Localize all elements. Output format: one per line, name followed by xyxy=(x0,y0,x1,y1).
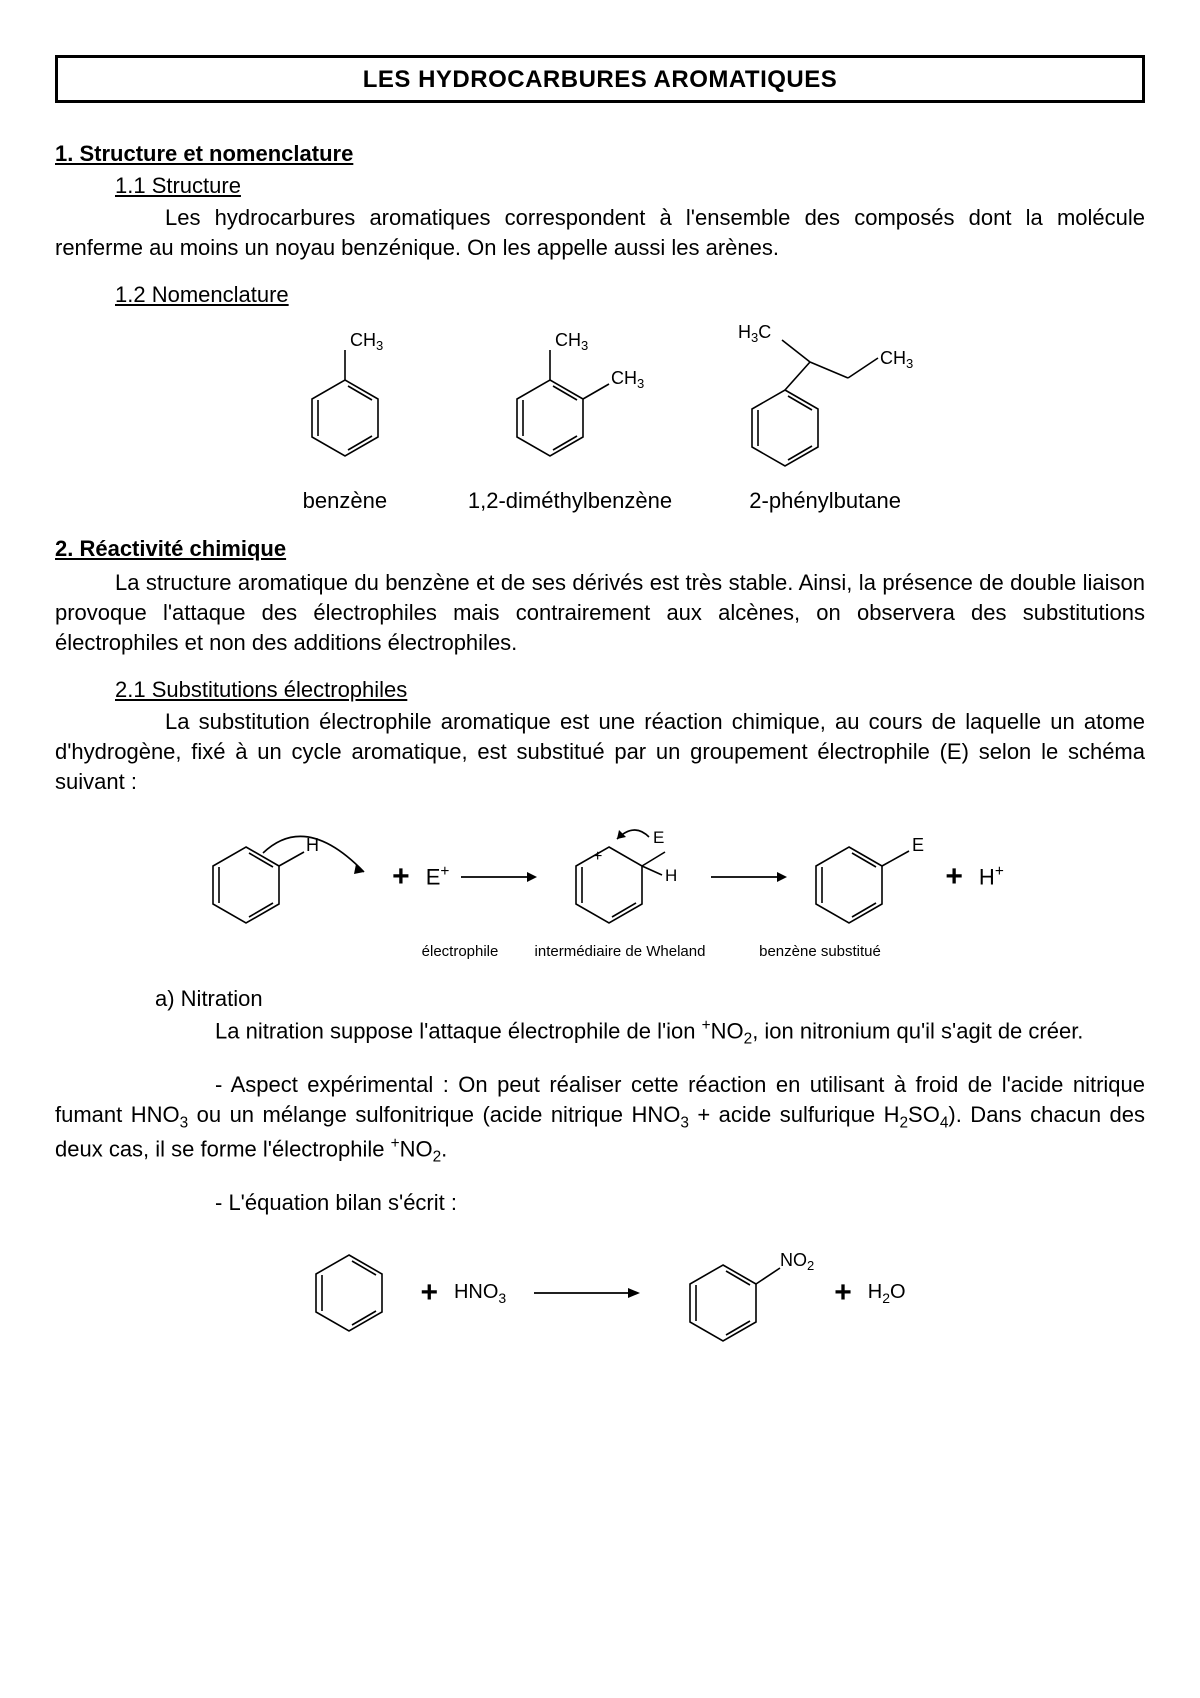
section-1-1-heading: 1.1 Structure xyxy=(115,173,1145,199)
plus-sign: + xyxy=(414,1276,444,1310)
nitration-heading: a) Nitration xyxy=(155,986,1145,1012)
label-electrophile: électrophile xyxy=(415,943,505,960)
molecule-phenylbutane: H3C CH3 2-phénylbutane xyxy=(720,318,930,514)
molecule-dimethyl: CH3 CH3 1,2-diméthylbenzène xyxy=(468,318,672,514)
svg-text:NO2: NO2 xyxy=(780,1250,814,1273)
svg-text:CH3: CH3 xyxy=(350,330,383,353)
arrow-icon xyxy=(459,867,539,887)
section-1-1-text: Les hydrocarbures aromatiques correspond… xyxy=(55,203,1145,262)
section-2-heading: 2. Réactivité chimique xyxy=(55,536,1145,562)
mechanism-scheme: H + E+ + E H xyxy=(55,817,1145,937)
mechanism-labels: électrophile intermédiaire de Wheland be… xyxy=(55,943,1145,960)
nitration-intro: La nitration suppose l'attaque électroph… xyxy=(55,1016,1145,1051)
svg-text:E: E xyxy=(653,828,664,847)
reagent-hno3: HNO3 xyxy=(454,1281,506,1306)
section-2-1-text: La substitution électrophile aromatique … xyxy=(55,707,1145,796)
molecule-benzene: CH3 benzène xyxy=(270,318,420,514)
section-1-2-heading: 1.2 Nomenclature xyxy=(115,282,1145,308)
benzene-icon xyxy=(294,1238,404,1348)
svg-text:H: H xyxy=(306,835,319,855)
plus-sign: + xyxy=(828,1276,858,1310)
section-2-intro: La structure aromatique du benzène et de… xyxy=(55,568,1145,657)
arrow-icon xyxy=(709,867,789,887)
nitration-aspect: - Aspect expérimental : On peut réaliser… xyxy=(55,1070,1145,1168)
arrow-icon xyxy=(532,1283,642,1303)
label-wheland: intermédiaire de Wheland xyxy=(525,943,715,960)
svg-text:E: E xyxy=(912,835,924,855)
nitrobenzene-icon: NO2 xyxy=(668,1238,818,1348)
proton: H+ xyxy=(979,863,1004,890)
molecule-label: 1,2-diméthylbenzène xyxy=(468,488,672,514)
svg-text:+: + xyxy=(593,848,602,865)
molecule-label: 2-phénylbutane xyxy=(749,488,901,514)
molecule-svg: H3C CH3 xyxy=(720,318,930,478)
aspect-label: - Aspect expérimental : xyxy=(215,1072,449,1097)
section-2-1-heading: 2.1 Substitutions électrophiles xyxy=(115,677,1145,703)
wheland-intermediate: + E H xyxy=(549,817,699,937)
equation-label: - L'équation bilan s'écrit : xyxy=(55,1188,1145,1218)
molecule-svg: CH3 CH3 xyxy=(475,318,665,478)
svg-text:H3C: H3C xyxy=(738,322,771,345)
nomenclature-molecules: CH3 benzène CH3 CH3 1,2-diméthylbenzène xyxy=(55,318,1145,514)
svg-text:CH3: CH3 xyxy=(611,368,644,391)
plus-sign: + xyxy=(939,860,969,894)
svg-text:H: H xyxy=(665,866,677,885)
byproduct-h2o: H2O xyxy=(868,1281,906,1306)
label-product: benzène substitué xyxy=(735,943,905,960)
svg-text:CH3: CH3 xyxy=(555,330,588,353)
plus-sign: + xyxy=(386,860,416,894)
molecule-label: benzène xyxy=(303,488,387,514)
benzene-start: H xyxy=(196,817,376,937)
molecule-svg: CH3 xyxy=(270,318,420,478)
nitration-equation: + HNO3 NO2 + H2O xyxy=(55,1238,1145,1348)
page: LES HYDROCARBURES AROMATIQUES 1. Structu… xyxy=(0,0,1200,1698)
section-1-heading: 1. Structure et nomenclature xyxy=(55,141,1145,167)
electrophile-E: E+ xyxy=(426,863,450,890)
svg-text:CH3: CH3 xyxy=(880,348,913,371)
benzene-product: E xyxy=(799,817,929,937)
document-title: LES HYDROCARBURES AROMATIQUES xyxy=(55,55,1145,103)
